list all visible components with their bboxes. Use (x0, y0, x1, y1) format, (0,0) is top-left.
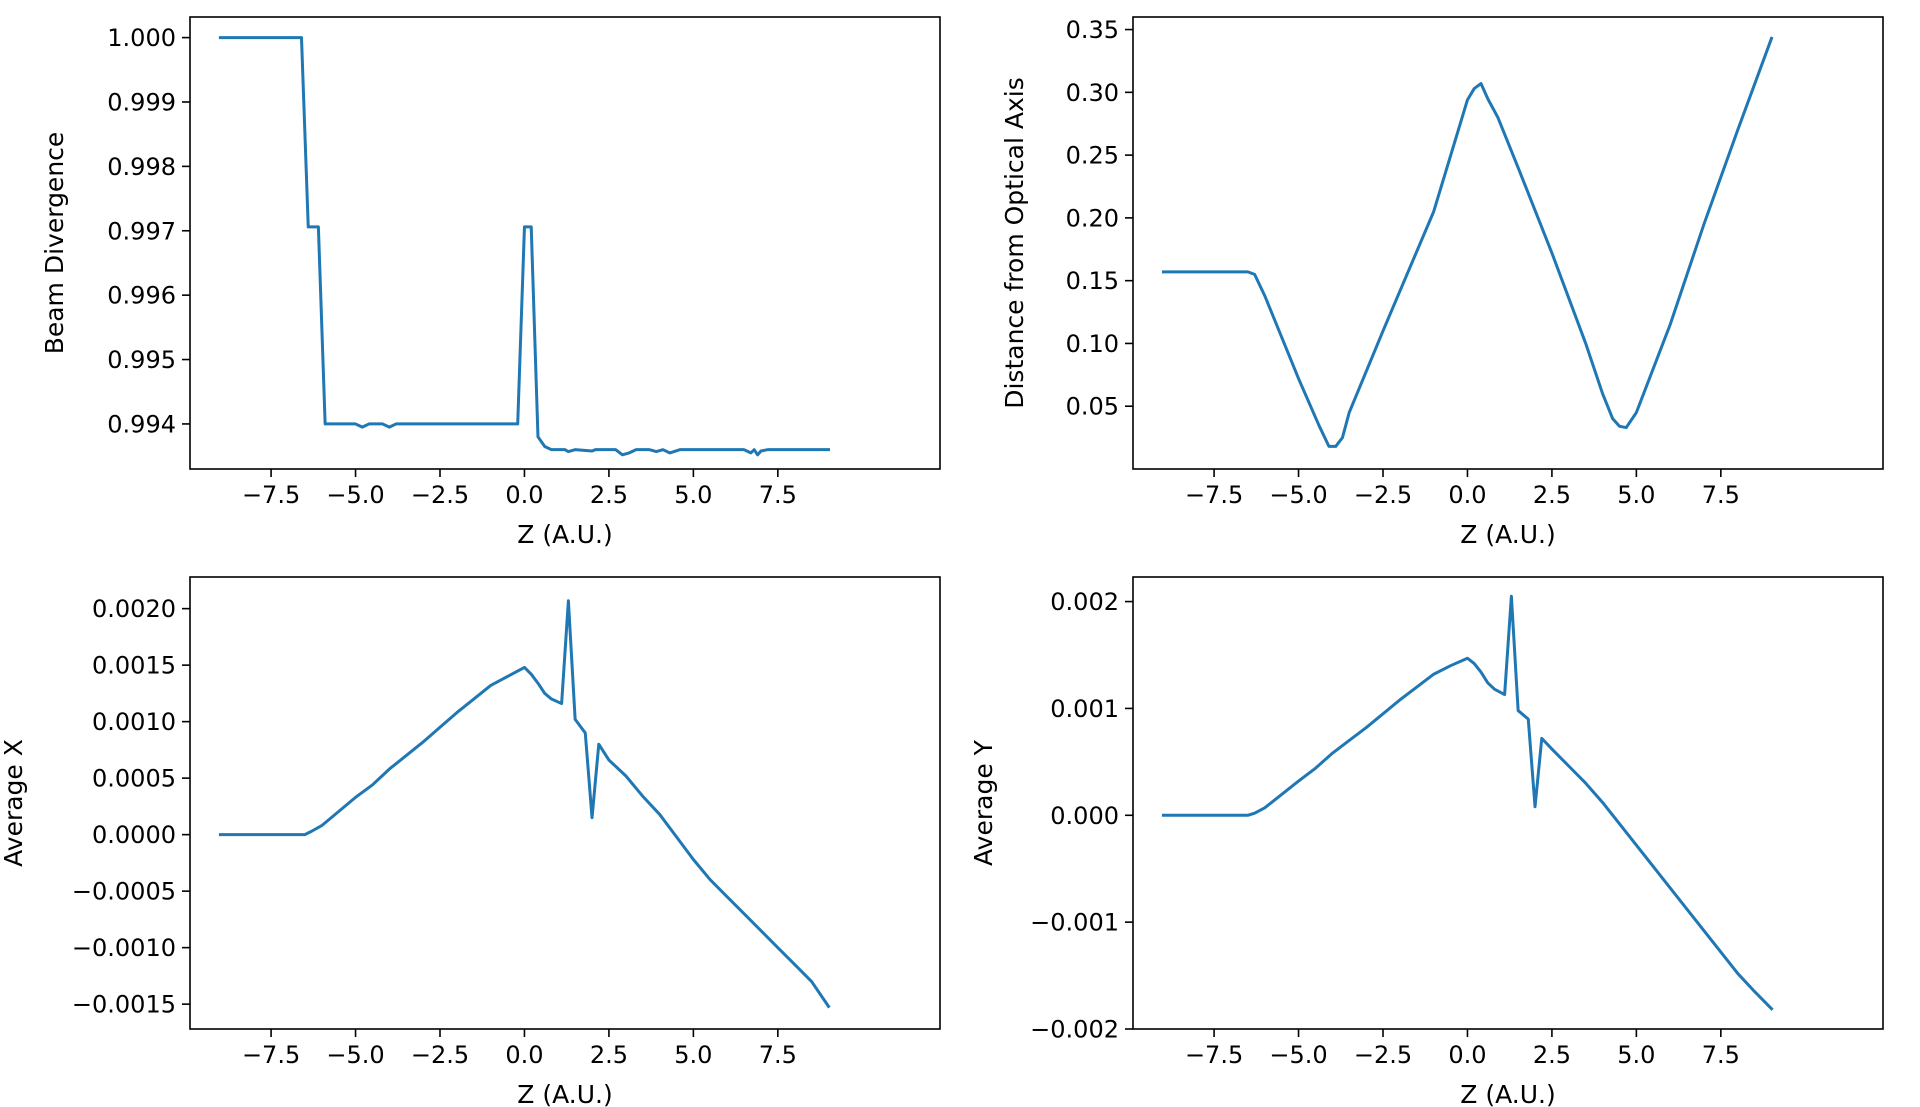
y-tick-label: 0.20 (1066, 204, 1119, 232)
series-line-3-1 (218, 599, 831, 1009)
y-tick-label: 0.25 (1066, 142, 1119, 170)
y-tick-label: −0.0015 (72, 991, 176, 1019)
y-tick-label: 0.10 (1066, 330, 1119, 358)
axes-frame (1132, 16, 1884, 470)
y-axis-label: Average X (0, 739, 28, 867)
axes-frame (1132, 576, 1884, 1030)
x-tick-label: 7.5 (1702, 481, 1740, 509)
chart-panel-1: −7.5 −5.0 −2.5 0.0 2.5 5.0 7.5 0.994 0.995 0.996 0… (40, 16, 941, 549)
x-tick-label: −7.5 (242, 1041, 300, 1069)
x-tick-label: −7.5 (242, 481, 300, 509)
x-axis-label: Z (A.U.) (517, 1080, 612, 1107)
x-tick-label: −7.5 (1185, 481, 1243, 509)
x-tick-label: 5.0 (674, 1041, 712, 1069)
y-tick-label: 0.30 (1066, 79, 1119, 107)
y-tick-label: 0.35 (1066, 16, 1119, 44)
series-line-2-1 (1161, 36, 1774, 448)
x-tick-label: −5.0 (1269, 1041, 1327, 1069)
y-tick-label: 0.0005 (92, 765, 176, 793)
chart-panel-3: −7.5 −5.0 −2.5 0.0 2.5 5.0 7.5 −0.0015 −0.0010 −0… (0, 576, 941, 1107)
y-tick-label: 0.999 (107, 88, 176, 116)
x-axis-label: Z (A.U.) (1460, 1080, 1555, 1107)
y-tick-label: 0.05 (1066, 393, 1119, 421)
y-tick-label: 0.001 (1050, 695, 1119, 723)
x-axis-label: Z (A.U.) (1460, 520, 1555, 549)
x-tick-label: 5.0 (1617, 1041, 1655, 1069)
x-tick-label: 7.5 (1702, 1041, 1740, 1069)
axes-frame (189, 576, 941, 1030)
y-tick-label: 0.15 (1066, 267, 1119, 295)
series-line-1-1 (218, 36, 831, 457)
x-tick-label: −2.5 (411, 481, 469, 509)
x-tick-label: 0.0 (505, 481, 543, 509)
x-tick-label: 0.0 (1448, 1041, 1486, 1069)
y-tick-label: −0.0005 (72, 878, 176, 906)
x-tick-label: −2.5 (411, 1041, 469, 1069)
y-tick-label: 0.995 (107, 346, 176, 374)
chart-panel-2: −7.5 −5.0 −2.5 0.0 2.5 5.0 7.5 0.05 0.10 0.15 0.20… (1000, 16, 1884, 549)
y-tick-label: 0.998 (107, 153, 176, 181)
y-tick-label: 0.994 (107, 410, 176, 438)
x-tick-label: −5.0 (1269, 481, 1327, 509)
x-tick-label: 2.5 (1533, 481, 1571, 509)
chart-panel-4: −7.5 −5.0 −2.5 0.0 2.5 5.0 7.5 −0.002 −0.001 0.00… (969, 576, 1884, 1107)
x-tick-label: −2.5 (1354, 1041, 1412, 1069)
y-axis-label: Distance from Optical Axis (1000, 77, 1029, 409)
x-tick-label: 2.5 (590, 1041, 628, 1069)
x-tick-label: 2.5 (590, 481, 628, 509)
axes-frame (189, 16, 941, 470)
x-axis-label: Z (A.U.) (517, 520, 612, 549)
series-line-4-1 (1161, 594, 1774, 1011)
x-tick-label: −2.5 (1354, 481, 1412, 509)
y-axis-label: Beam Divergence (40, 132, 69, 355)
y-tick-label: −0.001 (1030, 909, 1119, 937)
x-tick-label: 5.0 (674, 481, 712, 509)
y-tick-label: 0.996 (107, 282, 176, 310)
x-tick-label: 2.5 (1533, 1041, 1571, 1069)
x-tick-label: 7.5 (759, 481, 797, 509)
y-tick-label: 0.0010 (92, 708, 176, 736)
x-tick-label: −5.0 (326, 1041, 384, 1069)
y-tick-label: −0.0010 (72, 934, 176, 962)
y-axis-label: Average Y (969, 739, 998, 866)
x-tick-label: 7.5 (759, 1041, 797, 1069)
y-tick-label: 0.997 (107, 217, 176, 245)
y-tick-label: 0.0000 (92, 821, 176, 849)
x-tick-label: 0.0 (505, 1041, 543, 1069)
x-tick-label: 0.0 (1448, 481, 1486, 509)
y-tick-label: −0.002 (1030, 1016, 1119, 1044)
x-tick-label: 5.0 (1617, 481, 1655, 509)
x-tick-label: −7.5 (1185, 1041, 1243, 1069)
y-tick-label: 0.000 (1050, 802, 1119, 830)
y-tick-label: 0.0020 (92, 595, 176, 623)
y-tick-label: 0.002 (1050, 588, 1119, 616)
x-tick-label: −5.0 (326, 481, 384, 509)
y-tick-label: 1.000 (107, 24, 176, 52)
y-tick-label: 0.0015 (92, 652, 176, 680)
